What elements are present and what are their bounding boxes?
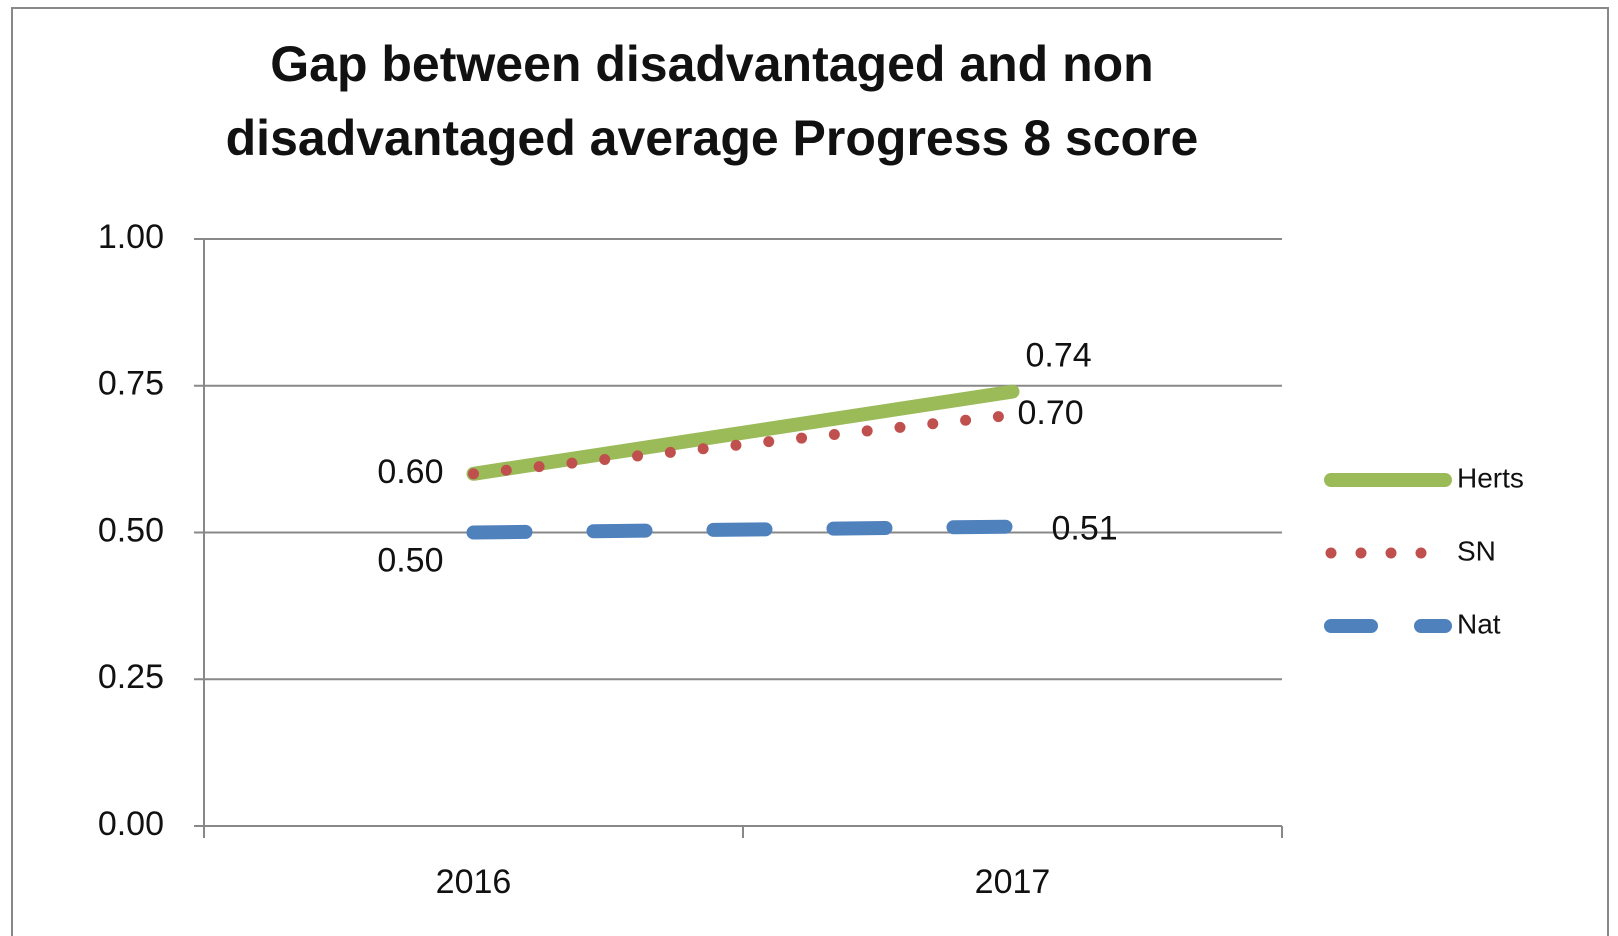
series-line	[466, 519, 1020, 540]
x-tick-label: 2016	[436, 863, 512, 901]
chart-title: Gap between disadvantaged and non	[270, 36, 1153, 92]
y-tick-label: 1.00	[98, 218, 164, 256]
legend-label: SN	[1457, 535, 1496, 566]
y-tick-label: 0.75	[98, 365, 164, 403]
chart-border	[11, 7, 1609, 936]
y-tick-label: 0.00	[98, 805, 164, 843]
chart-title: disadvantaged average Progress 8 score	[226, 110, 1199, 166]
data-label: 0.50	[377, 541, 443, 579]
legend-label: Nat	[1457, 608, 1501, 639]
data-label: 0.70	[1018, 394, 1084, 432]
x-tick-label: 2017	[975, 863, 1051, 901]
data-label: 0.51	[1052, 510, 1118, 548]
y-tick-label: 0.50	[98, 511, 164, 549]
legend-label: Herts	[1457, 462, 1524, 493]
data-label: 0.60	[377, 453, 443, 491]
series-line	[466, 384, 1020, 481]
y-tick-label: 0.25	[98, 658, 164, 696]
data-label: 0.74	[1026, 337, 1092, 375]
